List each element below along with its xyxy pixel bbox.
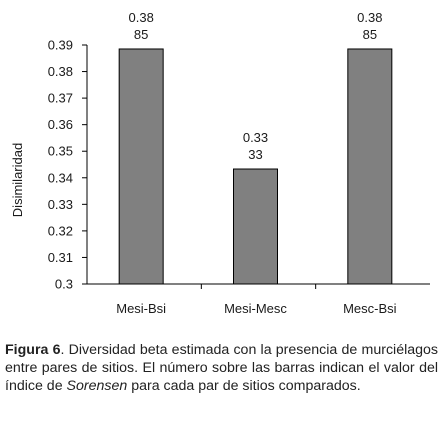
data-label: 0.33	[243, 130, 268, 145]
y-tick-label: 0.37	[48, 91, 73, 106]
y-tick-label: 0.38	[48, 64, 73, 79]
figure-caption: Figura 6. Diversidad beta estimada con l…	[5, 341, 438, 395]
bars	[118, 48, 393, 285]
caption-text-after: para cada par de sitios comparados.	[127, 378, 361, 394]
y-tick-label: 0.33	[48, 197, 73, 212]
data-label: 0.38	[129, 10, 154, 25]
y-tick-label: 0.39	[48, 38, 73, 53]
caption-text-before: . Diversidad beta estimada con la presen…	[5, 342, 439, 394]
y-axis-ticks: 0.3 0.31 0.32 0.33 0.34 0.35 0.36 0.37 0.38 0.39	[48, 38, 87, 292]
x-tick-label: Mesi-Mesc	[224, 301, 287, 316]
bar-chart: Disimilaridad 0.30.310.320.330.340.350.3…	[10, 10, 430, 316]
y-tick-label: 0.3	[55, 277, 73, 292]
y-tick-label: 0.32	[48, 223, 73, 238]
bar	[347, 48, 393, 285]
data-labels: 0.38 85 0.33 33 0.38 85	[129, 10, 383, 162]
caption-italic: Sorensen	[66, 378, 128, 394]
y-tick-label: 0.35	[48, 144, 73, 159]
x-tick-label: Mesi-Bsi	[116, 301, 166, 316]
x-axis-ticks: Mesi-Bsi Mesi-Mesc Mesc-Bsi	[116, 284, 397, 316]
bar	[118, 48, 164, 285]
data-label: 85	[363, 27, 377, 42]
y-tick-label: 0.34	[48, 170, 73, 185]
y-tick-label: 0.31	[48, 250, 73, 265]
data-label: 85	[134, 27, 148, 42]
x-tick-label: Mesc-Bsi	[343, 301, 397, 316]
y-tick-label: 0.36	[48, 117, 73, 132]
y-axis-label: Disimilaridad	[10, 143, 25, 217]
data-label: 33	[248, 147, 262, 162]
bar	[233, 168, 278, 285]
caption-label: Figura 6	[5, 342, 61, 358]
data-label: 0.38	[357, 10, 382, 25]
